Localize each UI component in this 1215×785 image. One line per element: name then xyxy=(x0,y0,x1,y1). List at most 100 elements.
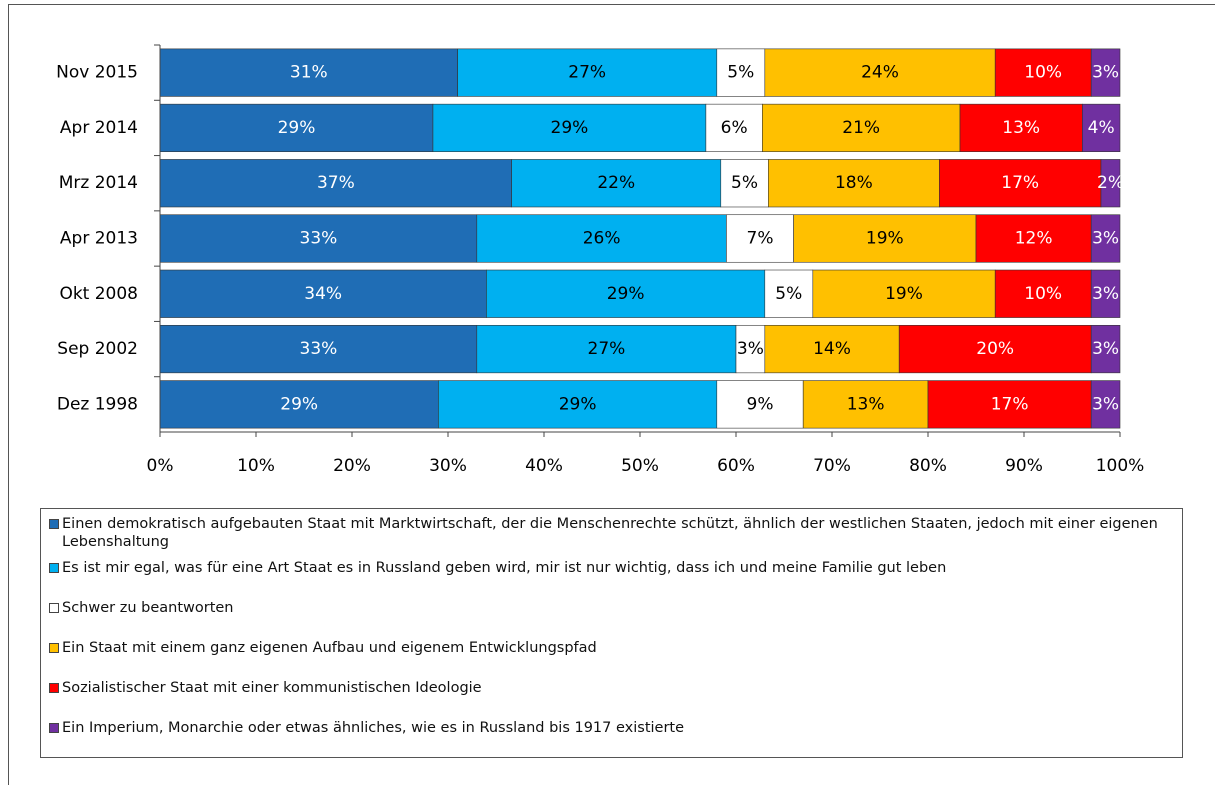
bar-segment xyxy=(994,48,1092,97)
value-label: 17% xyxy=(1001,173,1039,193)
bar-segment xyxy=(994,269,1092,318)
y-tick-label: Sep 2002 xyxy=(57,339,138,359)
legend-swatch xyxy=(49,563,59,573)
y-tick-label: Okt 2008 xyxy=(59,284,138,304)
bar-segment xyxy=(726,214,794,263)
value-label: 13% xyxy=(847,394,885,414)
value-label: 14% xyxy=(813,339,851,359)
value-label: 29% xyxy=(280,394,318,414)
bar-segment xyxy=(793,214,977,263)
x-tick-label: 70% xyxy=(813,456,851,476)
value-label: 3% xyxy=(1092,339,1119,359)
bar-segment xyxy=(159,103,434,153)
value-label: 21% xyxy=(842,118,880,138)
value-label: 20% xyxy=(976,339,1014,359)
frame xyxy=(8,4,1215,785)
y-tick-label: Nov 2015 xyxy=(56,63,138,83)
bar-segment xyxy=(720,159,769,208)
bar-segment xyxy=(457,48,718,97)
bar-segment xyxy=(159,380,439,429)
bar-segment xyxy=(812,269,996,318)
x-tick-label: 60% xyxy=(717,456,755,476)
bar-segment xyxy=(432,103,707,153)
bar-segment xyxy=(1090,48,1121,97)
value-label: 27% xyxy=(588,339,626,359)
x-tick-label: 10% xyxy=(237,456,275,476)
value-label: 6% xyxy=(721,118,748,138)
x-tick-label: 0% xyxy=(147,456,174,476)
y-tick-label: Dez 1998 xyxy=(57,394,138,414)
bar-segment xyxy=(927,380,1092,429)
bar-segment xyxy=(735,324,766,374)
bar-segment xyxy=(1082,103,1121,153)
value-label: 3% xyxy=(1092,284,1119,304)
bar-segment xyxy=(1090,269,1121,318)
value-label: 19% xyxy=(866,229,904,249)
bar-segment xyxy=(768,159,940,208)
x-tick-label: 80% xyxy=(909,456,947,476)
bar-segment xyxy=(898,324,1092,374)
legend-item: Schwer zu beantworten xyxy=(47,599,1176,639)
legend-label: Sozialistischer Staat mit einer kommunis… xyxy=(62,680,482,696)
bar-segment xyxy=(762,103,961,153)
value-label: 24% xyxy=(861,63,899,83)
value-label: 5% xyxy=(775,284,802,304)
value-label: 29% xyxy=(607,284,645,304)
bar-segment xyxy=(1090,324,1121,374)
value-label: 34% xyxy=(304,284,342,304)
bar-segment xyxy=(486,269,766,318)
value-label: 29% xyxy=(551,118,589,138)
value-label: 5% xyxy=(731,173,758,193)
legend-item: Sozialistischer Staat mit einer kommunis… xyxy=(47,679,1176,719)
bar-segment xyxy=(802,380,929,429)
value-label: 18% xyxy=(835,173,873,193)
legend-label: Es ist mir egal, was für eine Art Staat … xyxy=(62,560,947,576)
legend-swatch xyxy=(49,683,59,693)
bar-segment xyxy=(705,103,763,153)
bar-segment xyxy=(716,380,804,429)
x-tick-label: 40% xyxy=(525,456,563,476)
y-tick-label: Apr 2013 xyxy=(60,229,138,249)
value-label: 33% xyxy=(300,229,338,249)
bar-segment xyxy=(975,214,1092,263)
legend-swatch xyxy=(49,723,59,733)
bar-segment xyxy=(1090,380,1121,429)
bar-segment xyxy=(764,48,996,97)
value-label: 33% xyxy=(300,339,338,359)
bar-segment xyxy=(716,48,766,97)
value-label: 22% xyxy=(597,173,635,193)
value-label: 3% xyxy=(1092,229,1119,249)
value-label: 12% xyxy=(1015,229,1053,249)
value-label: 10% xyxy=(1024,284,1062,304)
value-label: 4% xyxy=(1088,118,1115,138)
value-label: 27% xyxy=(568,63,606,83)
legend-label: Einen demokratisch aufgebauten Staat mit… xyxy=(62,516,1158,550)
value-label: 26% xyxy=(583,229,621,249)
bar-segment xyxy=(476,214,727,263)
value-label: 13% xyxy=(1002,118,1040,138)
value-label: 29% xyxy=(278,118,316,138)
legend-swatch xyxy=(49,519,59,529)
legend: Einen demokratisch aufgebauten Staat mit… xyxy=(40,508,1183,758)
legend-swatch xyxy=(49,603,59,613)
bar-segment xyxy=(1100,159,1121,208)
value-label: 9% xyxy=(747,394,774,414)
value-label: 3% xyxy=(1092,63,1119,83)
x-tick-label: 50% xyxy=(621,456,659,476)
legend-item: Es ist mir egal, was für eine Art Staat … xyxy=(47,559,1176,599)
y-tick-label: Mrz 2014 xyxy=(59,173,138,193)
bar-segment xyxy=(159,48,458,97)
bar-segment xyxy=(511,159,722,208)
legend-label: Ein Staat mit einem ganz eigenen Aufbau … xyxy=(62,640,597,656)
value-label: 10% xyxy=(1024,63,1062,83)
value-label: 2% xyxy=(1097,173,1124,193)
value-label: 3% xyxy=(1092,394,1119,414)
x-tick-label: 20% xyxy=(333,456,371,476)
bar-segment xyxy=(939,159,1102,208)
value-label: 7% xyxy=(747,229,774,249)
x-tick-label: 30% xyxy=(429,456,467,476)
bar-segment xyxy=(438,380,718,429)
legend-item: Ein Staat mit einem ganz eigenen Aufbau … xyxy=(47,639,1176,679)
